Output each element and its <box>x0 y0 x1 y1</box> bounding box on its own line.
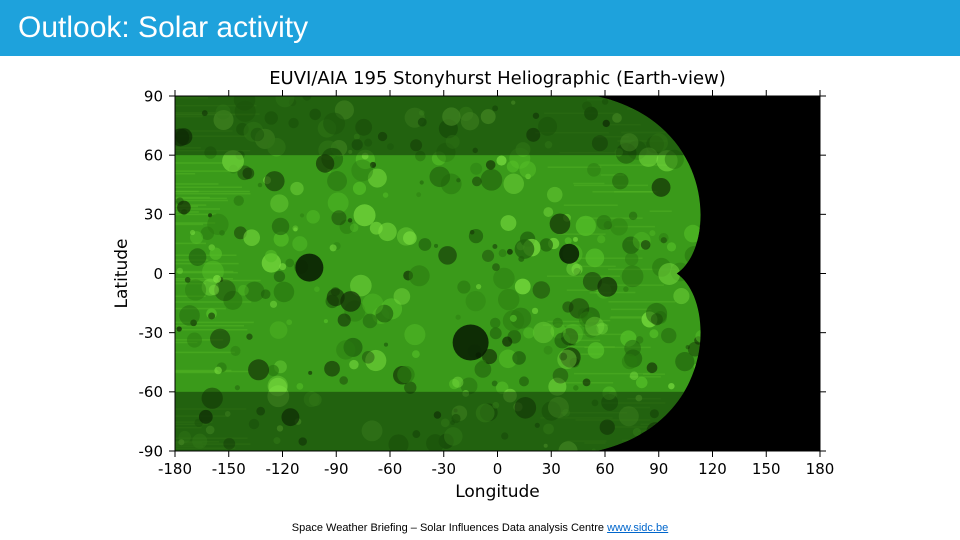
footer-text: Space Weather Briefing – Solar Influence… <box>292 522 607 534</box>
svg-text:60: 60 <box>595 460 614 478</box>
svg-text:0: 0 <box>153 265 163 283</box>
svg-text:-180: -180 <box>158 460 192 478</box>
slide-title: Outlook: Solar activity <box>18 11 308 45</box>
svg-text:-90: -90 <box>139 442 164 460</box>
svg-text:180: 180 <box>806 460 835 478</box>
svg-text:-150: -150 <box>212 460 246 478</box>
svg-text:60: 60 <box>144 146 163 164</box>
heliographic-chart: -180 -150 -120 -90 -60 -30 0 30 60 90 120 150 180 -90… <box>0 56 960 510</box>
svg-text:-30: -30 <box>139 324 164 342</box>
svg-text:Latitude: Latitude <box>112 239 132 309</box>
svg-text:-90: -90 <box>324 460 349 478</box>
title-bar: Outlook: Solar activity <box>0 0 960 56</box>
svg-text:-60: -60 <box>139 383 164 401</box>
slide: Outlook: Solar activity -180-150-120-90-… <box>0 0 960 540</box>
svg-text:150: 150 <box>752 460 781 478</box>
svg-text:90: 90 <box>144 87 163 105</box>
svg-text:30: 30 <box>144 206 163 224</box>
svg-text:30: 30 <box>542 460 561 478</box>
footer-link[interactable]: www.sidc.be <box>607 522 668 534</box>
svg-text:-60: -60 <box>378 460 403 478</box>
chart-container: -180 -150 -120 -90 -60 -30 0 30 60 90 120 150 180 -90… <box>0 56 960 510</box>
svg-text:EUVI/AIA 195 Stonyhurst Heliog: EUVI/AIA 195 Stonyhurst Heliographic (Ea… <box>269 68 726 89</box>
svg-text:90: 90 <box>649 460 668 478</box>
svg-text:-120: -120 <box>265 460 299 478</box>
footer: Space Weather Briefing – Solar Influence… <box>0 522 960 534</box>
svg-text:0: 0 <box>493 460 503 478</box>
svg-text:Longitude: Longitude <box>455 482 540 502</box>
svg-text:120: 120 <box>698 460 727 478</box>
svg-text:-30: -30 <box>432 460 457 478</box>
